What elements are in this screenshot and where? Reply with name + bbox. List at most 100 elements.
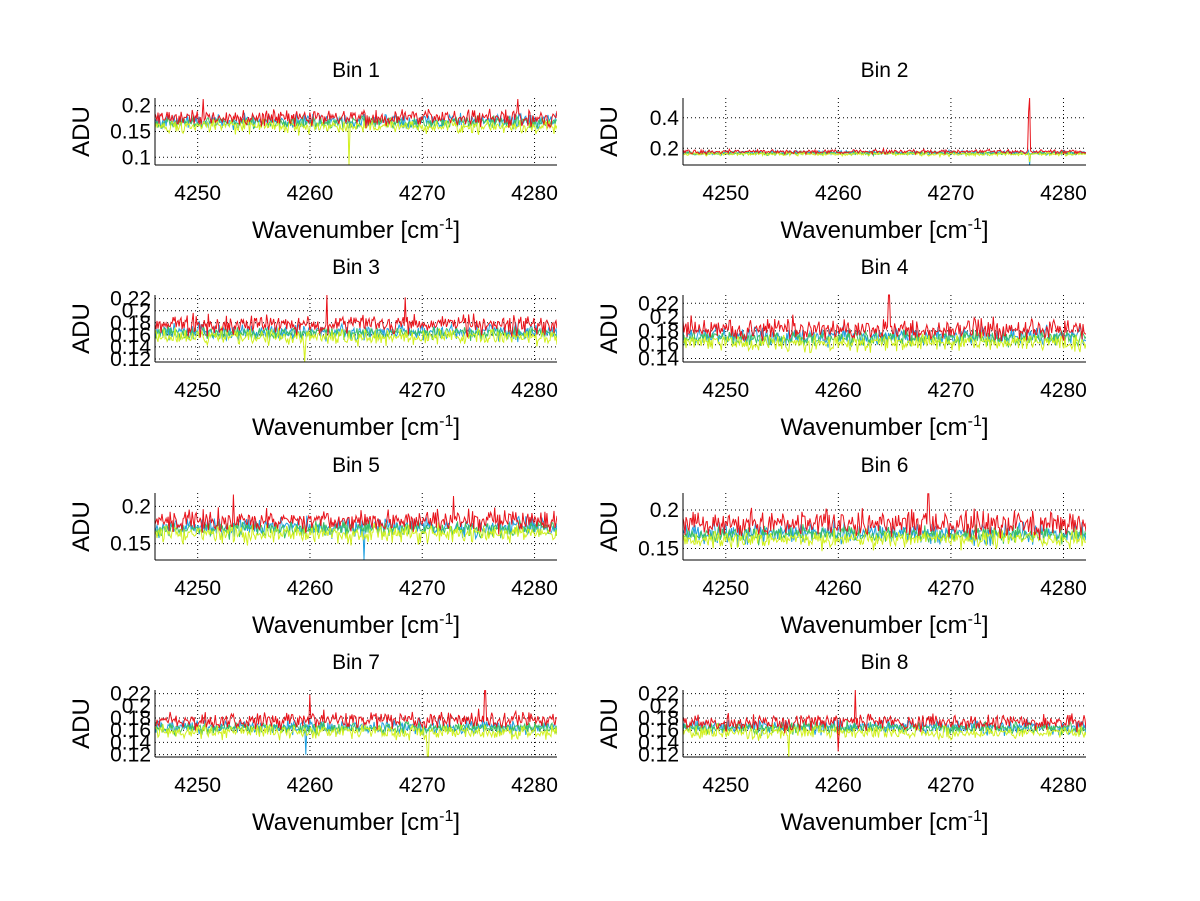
y-tick-label: 0.4 (650, 107, 680, 130)
panel-title: Bin 5 (332, 454, 380, 477)
panel-bin-3: 4250 4260 4270 4280 0.120.140.160.180.20.22 B… (68, 256, 558, 441)
x-tick-label: 4260 (815, 379, 862, 402)
series-trace-yellow (155, 722, 557, 757)
y-tick-label: 0.18 (638, 707, 679, 730)
y-tick-label: 0.2 (650, 499, 679, 522)
y-axis-label: ADU (596, 501, 623, 552)
x-tick-label: 4270 (928, 379, 975, 402)
y-tick-label: 0.14 (110, 336, 151, 359)
series-trace-red (683, 493, 1086, 541)
y-tick-label: 0.18 (110, 707, 151, 730)
panel-bin-4: 4250 4260 4270 4280 0.140.160.180.20.22 Bin 4… (596, 256, 1087, 441)
panel-title: Bin 7 (332, 651, 380, 674)
x-tick-label: 4260 (815, 182, 862, 205)
y-axis-label: ADU (68, 106, 95, 157)
y-tick-label: 0.16 (638, 334, 679, 357)
y-tick-label: 0.2 (650, 137, 679, 160)
y-tick-label: 0.12 (110, 744, 151, 767)
y-tick-label: 0.12 (638, 744, 679, 767)
x-tick-label: 4280 (1040, 182, 1087, 205)
panel-title: Bin 8 (861, 651, 909, 674)
y-tick-label: 0.2 (650, 306, 679, 329)
x-tick-label: 4260 (287, 379, 334, 402)
x-tick-label: 4270 (399, 182, 446, 205)
x-tick-label: 4260 (287, 182, 334, 205)
y-tick-label: 0.2 (122, 95, 151, 118)
y-tick-label: 0.15 (110, 121, 151, 144)
y-axis-label: ADU (68, 303, 95, 354)
y-tick-label: 0.22 (110, 683, 151, 706)
series-trace-red (683, 294, 1086, 342)
series-trace-yellow (683, 332, 1086, 354)
y-axis-label: ADU (68, 698, 95, 749)
x-tick-label: 4270 (928, 774, 975, 797)
y-tick-label: 0.16 (110, 719, 151, 742)
y-tick-label: 0.1 (122, 146, 151, 169)
x-axis-label: Wavenumber [cm-1] (252, 611, 460, 639)
x-tick-label: 4270 (399, 774, 446, 797)
x-axis-label: Wavenumber [cm-1] (252, 216, 460, 244)
x-tick-label: 4250 (174, 379, 221, 402)
series-trace-yellow (683, 150, 1086, 163)
x-tick-label: 4270 (399, 379, 446, 402)
x-axis-label: Wavenumber [cm-1] (780, 413, 988, 441)
series-trace-yellow (155, 117, 557, 165)
x-tick-label: 4250 (702, 774, 749, 797)
x-tick-label: 4280 (1040, 774, 1087, 797)
x-tick-label: 4250 (702, 379, 749, 402)
panel-bin-7: 4250 4260 4270 4280 0.120.140.160.180.20.22 B… (68, 651, 558, 836)
y-tick-label: 0.2 (122, 695, 151, 718)
y-tick-label: 0.22 (638, 683, 679, 706)
x-axis-label: Wavenumber [cm-1] (780, 808, 988, 836)
y-tick-label: 0.2 (122, 300, 151, 323)
x-tick-label: 4270 (928, 577, 975, 600)
panel-title: Bin 4 (861, 256, 909, 279)
x-tick-label: 4260 (287, 577, 334, 600)
series-trace-red (683, 97, 1086, 156)
x-tick-label: 4250 (702, 577, 749, 600)
x-tick-label: 4280 (511, 577, 558, 600)
series-trace-green (155, 720, 557, 737)
y-axis-label: ADU (596, 106, 623, 157)
y-tick-label: 0.16 (110, 324, 151, 347)
series-trace-red (155, 294, 557, 338)
y-tick-label: 0.18 (638, 320, 679, 343)
y-tick-label: 0.12 (110, 348, 151, 371)
x-tick-label: 4260 (815, 577, 862, 600)
y-tick-label: 0.2 (122, 495, 151, 518)
series-trace-yellow (683, 528, 1086, 552)
y-tick-label: 0.14 (638, 731, 679, 754)
panel-title: Bin 1 (332, 59, 380, 82)
x-tick-label: 4270 (399, 577, 446, 600)
panel-bin-2: 4250 4260 4270 4280 0.2 0.4 Bin 2 Wavenumber [c… (596, 59, 1087, 244)
series-trace-green (683, 719, 1086, 736)
series-trace-red (155, 690, 557, 731)
x-tick-label: 4250 (174, 182, 221, 205)
y-axis-label: ADU (596, 303, 623, 354)
x-tick-label: 4270 (928, 182, 975, 205)
x-tick-label: 4280 (511, 379, 558, 402)
y-tick-label: 0.18 (110, 312, 151, 335)
y-tick-label: 0.14 (638, 348, 679, 371)
series-trace-green (155, 518, 557, 540)
panel-bin-5: 4250 4260 4270 4280 0.15 0.2 Bin 5 Wavenumber [… (68, 454, 558, 639)
x-tick-label: 4250 (702, 182, 749, 205)
x-tick-label: 4250 (174, 774, 221, 797)
y-tick-label: 0.2 (650, 695, 679, 718)
y-tick-label: 0.16 (638, 719, 679, 742)
x-tick-label: 4260 (287, 774, 334, 797)
panel-title: Bin 2 (861, 59, 909, 82)
y-tick-label: 0.15 (110, 533, 151, 556)
panel-title: Bin 3 (332, 256, 380, 279)
series-trace-yellow (155, 522, 557, 546)
y-axis-label: ADU (68, 501, 95, 552)
x-tick-label: 4280 (511, 774, 558, 797)
series-trace-green (155, 114, 557, 130)
series-trace-yellow (683, 722, 1086, 757)
x-axis-label: Wavenumber [cm-1] (780, 611, 988, 639)
y-axis-label: ADU (596, 698, 623, 749)
panel-bin-8: 4250 4260 4270 4280 0.120.140.160.180.20.22 B… (596, 651, 1087, 836)
x-tick-label: 4260 (815, 774, 862, 797)
series-trace-yellow (155, 326, 557, 362)
